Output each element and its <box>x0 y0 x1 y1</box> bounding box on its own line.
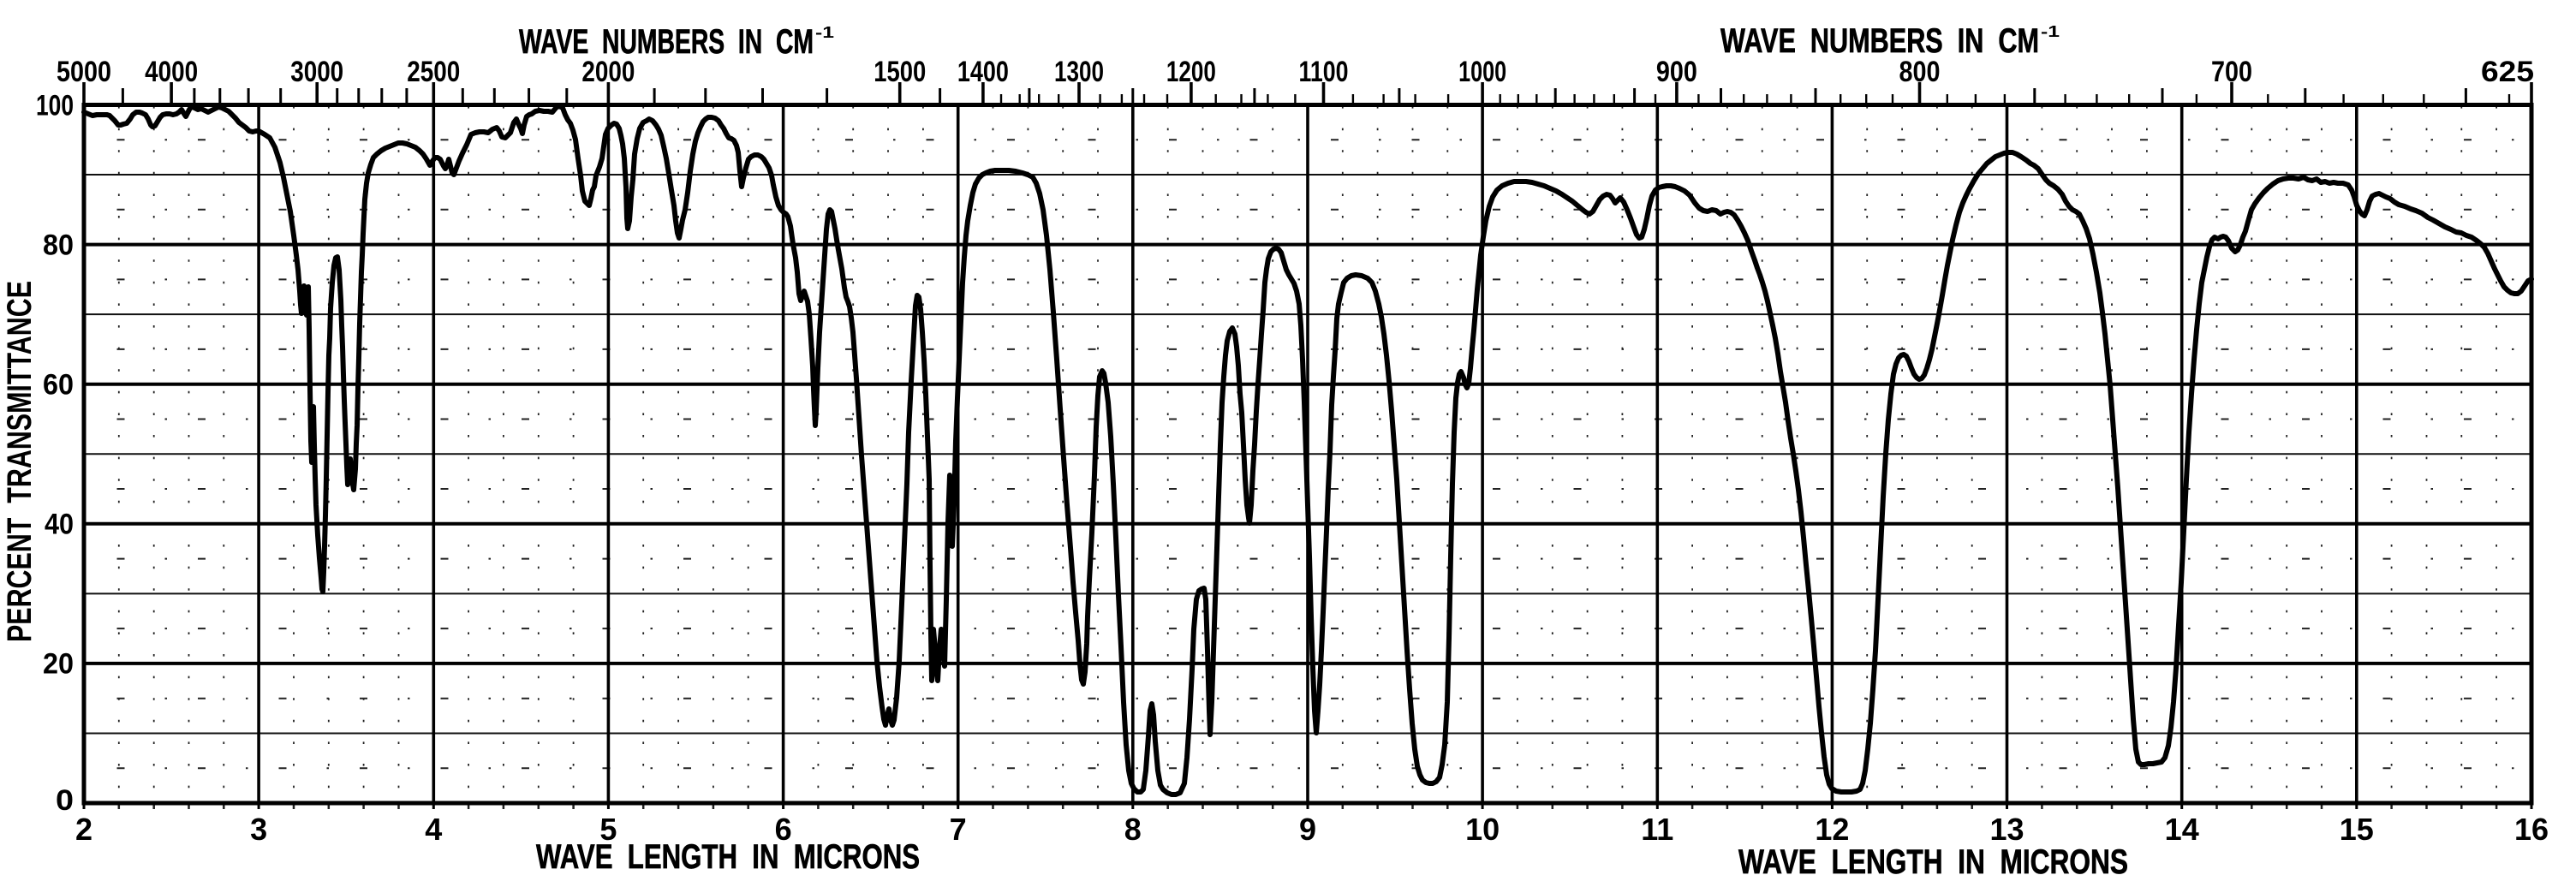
svg-text:1500: 1500 <box>874 56 926 88</box>
svg-text:10: 10 <box>1465 812 1500 847</box>
svg-text:15: 15 <box>2340 812 2374 847</box>
svg-text:5: 5 <box>599 812 617 847</box>
svg-text:5000: 5000 <box>57 56 111 88</box>
svg-text:WAVE LENGTH IN MICRONS: WAVE LENGTH IN MICRONS <box>536 838 920 876</box>
svg-text:900: 900 <box>1656 56 1697 88</box>
svg-text:-1: -1 <box>2041 23 2060 40</box>
svg-text:1300: 1300 <box>1054 56 1104 88</box>
svg-text:1200: 1200 <box>1166 56 1216 88</box>
svg-text:2000: 2000 <box>581 56 635 88</box>
svg-text:3: 3 <box>250 812 267 847</box>
svg-text:2: 2 <box>75 812 92 847</box>
svg-text:800: 800 <box>1899 56 1941 88</box>
svg-text:2500: 2500 <box>407 56 460 88</box>
svg-text:4: 4 <box>425 812 442 847</box>
svg-text:WAVE NUMBERS IN CM: WAVE NUMBERS IN CM <box>1720 22 2039 60</box>
svg-text:13: 13 <box>1989 812 2024 847</box>
svg-text:WAVE LENGTH IN MICRONS: WAVE LENGTH IN MICRONS <box>1738 843 2128 877</box>
svg-text:4000: 4000 <box>145 56 198 88</box>
svg-text:700: 700 <box>2211 56 2252 88</box>
svg-text:100: 100 <box>36 90 74 122</box>
svg-text:20: 20 <box>43 648 74 681</box>
svg-text:9: 9 <box>1299 812 1316 847</box>
svg-text:-1: -1 <box>815 24 834 41</box>
svg-text:3000: 3000 <box>290 56 343 88</box>
svg-text:WAVE NUMBERS IN CM: WAVE NUMBERS IN CM <box>519 23 814 61</box>
svg-text:1100: 1100 <box>1299 56 1349 88</box>
svg-text:14: 14 <box>2165 812 2199 847</box>
svg-text:0: 0 <box>56 784 74 817</box>
svg-text:60: 60 <box>43 369 74 402</box>
svg-text:8: 8 <box>1124 812 1142 847</box>
svg-text:16: 16 <box>2514 812 2549 847</box>
svg-text:1000: 1000 <box>1458 56 1506 88</box>
svg-text:6: 6 <box>775 812 792 847</box>
svg-text:1400: 1400 <box>957 56 1009 88</box>
svg-text:7: 7 <box>950 812 967 847</box>
svg-text:PERCENT TRANSMITTANCE: PERCENT TRANSMITTANCE <box>1 281 39 642</box>
svg-text:80: 80 <box>43 229 74 262</box>
svg-text:12: 12 <box>1815 812 1849 847</box>
svg-text:11: 11 <box>1641 812 1673 847</box>
svg-text:40: 40 <box>45 509 74 541</box>
svg-text:625: 625 <box>2481 56 2534 88</box>
